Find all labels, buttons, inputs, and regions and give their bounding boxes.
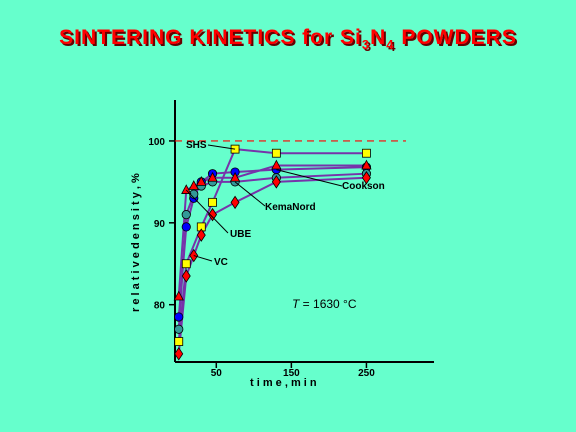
label-cookson: Cookson bbox=[342, 181, 385, 192]
temperature-symbol: T bbox=[292, 297, 301, 311]
label-leaders bbox=[185, 144, 343, 262]
ticks: 80 90 100 50 150 250 bbox=[148, 137, 375, 379]
title-text-n: N bbox=[370, 26, 387, 49]
point-ube-1 bbox=[181, 184, 192, 194]
axes bbox=[174, 100, 434, 363]
point-vc-1 bbox=[181, 269, 191, 283]
point-vc-2 bbox=[189, 248, 199, 263]
temperature-annotation: T = 1630 °C bbox=[292, 297, 357, 311]
point-shs-1 bbox=[181, 259, 191, 269]
leader-ube bbox=[185, 189, 229, 234]
y-tick-label-90: 90 bbox=[154, 219, 166, 230]
point-ube-2 bbox=[188, 180, 199, 190]
label-vc: VC bbox=[214, 257, 228, 268]
label-shs: SHS bbox=[186, 140, 207, 151]
y-axis-label: r e l a t i v e d e n s i t y , % bbox=[130, 173, 142, 312]
point-shs-3 bbox=[208, 197, 217, 207]
point-ube-4 bbox=[207, 171, 218, 182]
y-tick-label-100: 100 bbox=[148, 137, 165, 148]
title-subscript-4: 4 bbox=[386, 37, 395, 53]
point-vc-4 bbox=[208, 207, 218, 222]
temperature-value: = 1630 °C bbox=[299, 297, 357, 311]
leader-vc bbox=[193, 255, 213, 262]
point-vc-5 bbox=[230, 195, 240, 210]
point-shs-6 bbox=[362, 148, 371, 158]
series-markers bbox=[173, 144, 372, 361]
point-vc-7 bbox=[361, 171, 371, 185]
point-vc-6 bbox=[271, 175, 281, 189]
point-vc-3 bbox=[196, 228, 206, 242]
x-tick-label-250: 250 bbox=[358, 368, 375, 379]
x-tick-label-50: 50 bbox=[211, 368, 223, 379]
point-ube-0 bbox=[173, 290, 184, 301]
label-kemanord: KemaNord bbox=[265, 202, 316, 213]
point-shs-5 bbox=[271, 148, 281, 158]
point-cookson-0 bbox=[174, 312, 184, 322]
point-ube-3 bbox=[196, 176, 207, 186]
leader-cookson bbox=[276, 169, 343, 187]
point-shs-0 bbox=[174, 337, 184, 346]
x-axis-label: t i m e , m i n bbox=[250, 377, 317, 389]
point-vc-0 bbox=[174, 347, 184, 361]
x-tick-label-150: 150 bbox=[283, 368, 300, 379]
leader-shs bbox=[207, 144, 236, 150]
leader-kemanord bbox=[234, 181, 266, 207]
point-cookson-1 bbox=[181, 222, 191, 232]
point-ube-7 bbox=[361, 159, 372, 170]
point-ube-5 bbox=[229, 171, 241, 182]
title-subscript-3: 3 bbox=[361, 37, 371, 53]
y-tick-label-80: 80 bbox=[154, 301, 166, 312]
point-kemanord-0 bbox=[174, 324, 184, 334]
label-ube: UBE bbox=[230, 229, 251, 240]
title-text-powders: POWDERS bbox=[394, 26, 517, 49]
point-ube-6 bbox=[271, 159, 282, 170]
page-title: SINTERING KINETICS for Si3N4 POWDERS bbox=[0, 26, 576, 52]
series-line-cookson bbox=[177, 166, 367, 318]
point-kemanord-1 bbox=[181, 210, 191, 220]
title-text: SINTERING KINETICS for Si bbox=[59, 26, 362, 49]
